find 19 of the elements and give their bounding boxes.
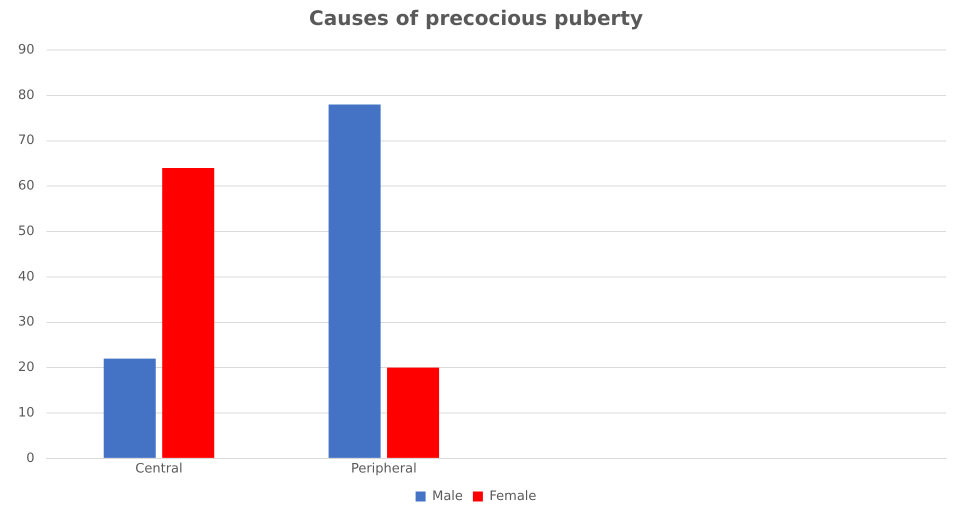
- bar: [387, 368, 440, 458]
- x-tick-label: Central: [135, 462, 183, 477]
- y-tick-label: 80: [18, 88, 35, 103]
- x-tick-label: Peripheral: [350, 462, 417, 477]
- y-tick-label: 20: [18, 360, 35, 376]
- y-tick-label: 10: [18, 405, 35, 420]
- y-tick-label: 50: [18, 224, 35, 239]
- y-tick-label: 90: [18, 42, 35, 58]
- y-tick-label: 0: [26, 450, 35, 466]
- bar: [328, 104, 381, 458]
- bar: [162, 168, 214, 458]
- y-tick-label: 30: [18, 314, 35, 330]
- chart-title: Causes of precocious puberty: [309, 6, 643, 30]
- legend-label: Female: [489, 488, 536, 504]
- y-tick-label: 70: [18, 133, 35, 148]
- legend-label: Male: [432, 488, 463, 504]
- y-tick-label: 40: [18, 269, 35, 284]
- y-tick-label: 60: [18, 178, 35, 194]
- bar: [104, 358, 156, 458]
